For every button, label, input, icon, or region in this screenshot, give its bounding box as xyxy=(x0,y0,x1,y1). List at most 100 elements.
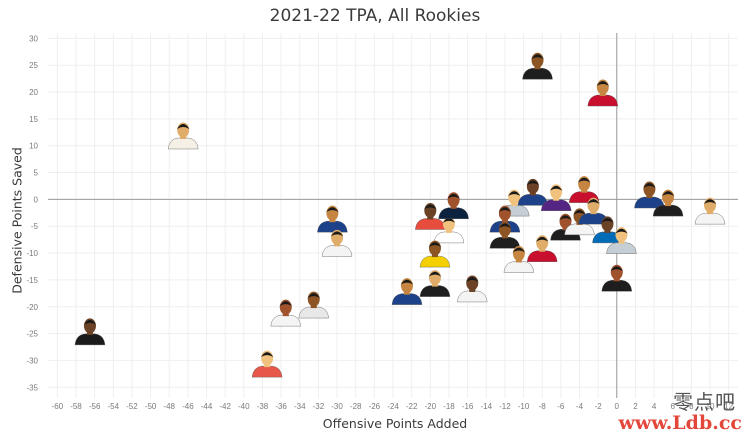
x-tick-label: -22 xyxy=(406,402,418,411)
x-tick-label: 0 xyxy=(615,402,620,411)
chart-title: 2021-22 TPA, All Rookies xyxy=(269,6,481,26)
player-hair xyxy=(535,236,549,242)
player-hair xyxy=(307,293,320,299)
player-hair xyxy=(428,271,442,277)
player-jersey xyxy=(167,137,199,150)
player-jersey xyxy=(540,199,572,211)
player-jersey xyxy=(694,212,726,225)
x-tick-label: -16 xyxy=(462,402,474,411)
player-headshot-marker xyxy=(321,229,353,257)
x-tick-label: -14 xyxy=(480,402,492,411)
x-tick-label: -52 xyxy=(126,402,138,411)
player-hair xyxy=(610,266,623,272)
x-tick-label: -36 xyxy=(275,402,287,411)
player-hair xyxy=(330,231,344,237)
player-hair xyxy=(498,223,512,229)
x-tick-label: -38 xyxy=(257,402,269,411)
player-headshot-marker xyxy=(652,189,684,217)
player-hair xyxy=(279,301,292,307)
x-tick-label: 2 xyxy=(633,402,638,411)
watermark: 零点吧 www.Ldb.cc xyxy=(619,386,746,436)
x-tick-label: 6 xyxy=(671,402,676,411)
player-headshot-marker xyxy=(433,216,465,244)
x-tick-label: 10 xyxy=(706,402,715,411)
player-headshot-marker xyxy=(419,270,451,297)
x-tick-label: -18 xyxy=(443,402,455,411)
player-headshot-marker xyxy=(522,52,553,80)
player-markers xyxy=(74,52,726,378)
player-hair xyxy=(83,319,97,325)
player-headshot-marker xyxy=(298,291,329,319)
player-jersey xyxy=(457,290,488,303)
x-tick-label: -30 xyxy=(331,402,343,411)
player-hair xyxy=(526,180,540,186)
player-headshot-marker xyxy=(517,178,549,206)
player-headshot-marker xyxy=(489,221,521,249)
player-jersey xyxy=(489,237,521,249)
x-tick-label: -20 xyxy=(425,402,437,411)
x-tick-label: -60 xyxy=(52,402,64,411)
player-hair xyxy=(177,123,190,129)
player-headshot-marker xyxy=(587,79,619,107)
x-tick-label: -12 xyxy=(499,402,511,411)
player-hair xyxy=(559,215,572,221)
x-tick-label: -6 xyxy=(557,402,565,411)
player-headshot-marker xyxy=(167,122,199,150)
player-hair xyxy=(512,247,526,253)
x-tick-label: -26 xyxy=(369,402,381,411)
player-hair xyxy=(442,217,456,223)
y-tick-label: -35 xyxy=(26,383,38,392)
player-hair xyxy=(643,183,656,189)
y-tick-label: -15 xyxy=(26,276,38,285)
x-axis-label: Offensive Points Added xyxy=(322,416,468,431)
player-jersey xyxy=(652,204,684,217)
x-tick-label: -32 xyxy=(313,402,325,411)
x-tick-label: -56 xyxy=(89,402,101,411)
player-jersey xyxy=(526,250,558,262)
player-headshot-marker xyxy=(540,184,572,211)
player-hair xyxy=(549,185,563,191)
watermark-cn-text: 零点吧 xyxy=(673,390,736,414)
player-jersey xyxy=(601,280,633,292)
y-axis-label: Defensive Points Saved xyxy=(9,147,25,294)
y-tick-label: 0 xyxy=(34,195,39,204)
y-tick-label: 15 xyxy=(29,115,38,124)
player-hair xyxy=(587,199,600,205)
player-jersey xyxy=(522,68,553,80)
x-tick-label: 8 xyxy=(689,402,694,411)
player-hair xyxy=(260,352,274,358)
player-jersey xyxy=(587,94,619,107)
x-tick-label: -4 xyxy=(576,402,584,411)
player-jersey xyxy=(606,242,637,254)
x-tick-label: -58 xyxy=(70,402,82,411)
grid xyxy=(48,33,738,398)
player-hair xyxy=(601,217,614,223)
x-tick-label: 12 xyxy=(724,402,733,411)
player-headshot-marker xyxy=(419,240,451,268)
x-tick-label: -10 xyxy=(518,402,530,411)
player-jersey xyxy=(419,255,451,268)
player-headshot-marker xyxy=(606,227,637,254)
player-headshot-marker xyxy=(391,278,423,305)
player-jersey xyxy=(634,196,665,209)
x-tick-label: -50 xyxy=(145,402,157,411)
player-jersey xyxy=(419,285,451,297)
player-hair xyxy=(498,207,512,213)
y-tick-label: -20 xyxy=(26,303,38,312)
player-headshot-marker xyxy=(568,176,600,203)
y-tick-label: -10 xyxy=(26,249,38,258)
player-hair xyxy=(573,209,586,215)
player-hair xyxy=(661,191,675,197)
player-headshot-marker xyxy=(694,197,726,225)
player-headshot-marker xyxy=(592,216,623,244)
x-tick-label: -34 xyxy=(294,402,306,411)
player-jersey xyxy=(298,306,329,319)
y-tick-label: -25 xyxy=(26,330,38,339)
player-headshot-marker xyxy=(526,235,558,262)
y-tick-label: 20 xyxy=(29,88,38,97)
y-tick-label: 30 xyxy=(29,34,38,43)
tick-labels: -60 -58 -56 -54 -52 -50 -48 -46 -44 -42 -40 -38 -36-… xyxy=(26,34,733,411)
x-tick-label: -8 xyxy=(539,402,547,411)
x-tick-label: -48 xyxy=(163,402,175,411)
player-headshot-marker xyxy=(457,275,488,303)
